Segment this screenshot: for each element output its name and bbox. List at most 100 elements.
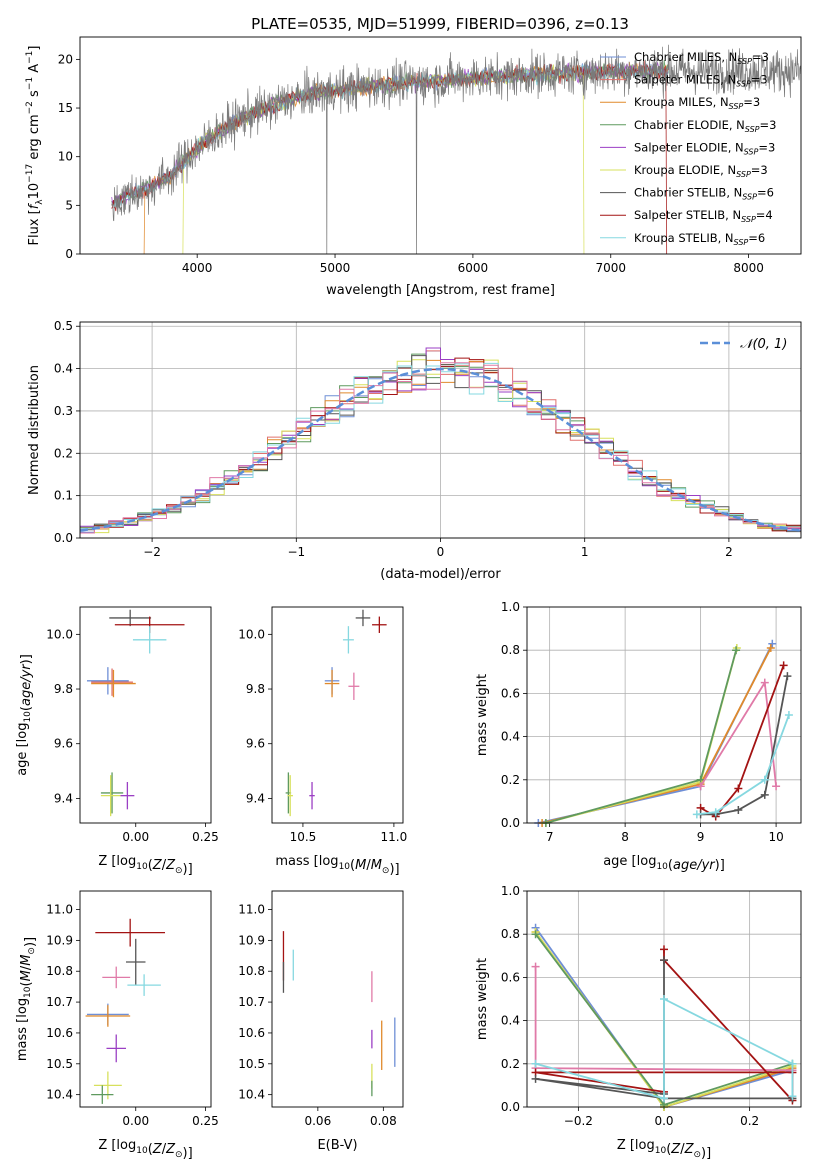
y-tick-label: 0.0 bbox=[54, 531, 73, 545]
legend-label-part: =3 bbox=[743, 95, 760, 109]
weight-marker bbox=[531, 962, 540, 971]
x-tick-label: 4000 bbox=[182, 261, 213, 275]
x-axis-label-part: )] bbox=[183, 862, 193, 877]
y-tick-label: 0.1 bbox=[54, 489, 73, 503]
x-tick-label: −2 bbox=[143, 545, 161, 559]
legend-label-part: =6 bbox=[748, 231, 765, 245]
y-tick-label: 10.0 bbox=[46, 627, 73, 641]
x-tick-label: 0.00 bbox=[122, 830, 149, 844]
weight-marker bbox=[711, 808, 720, 817]
x-axis-label-part: Z bbox=[165, 858, 176, 873]
axis-label-part: )] bbox=[19, 654, 34, 664]
histograms bbox=[80, 347, 801, 536]
legend-label: Chabrier STELIB, NSSP=6 bbox=[634, 186, 774, 202]
axis-label-part: ⊙ bbox=[27, 947, 37, 955]
x-axis-label-part: ( bbox=[148, 1142, 153, 1157]
y-tick-label: 0.8 bbox=[501, 927, 520, 941]
legend-label: Salpeter MILES, NSSP=3 bbox=[634, 73, 768, 89]
y-tick-label: 10.5 bbox=[238, 1057, 265, 1071]
x-axis-label-part: ⊙ bbox=[693, 1150, 701, 1160]
axes-frame bbox=[526, 890, 802, 1108]
weight-marker bbox=[760, 790, 769, 799]
x-axis-label-part: ⊙ bbox=[175, 866, 183, 876]
axes-frame bbox=[271, 606, 404, 824]
x-tick-label: 0.06 bbox=[304, 1114, 331, 1128]
mass_vs_Z-panel: 0.00 0.25 10.4 10.5 10.6 10.7 10.8 10.9 11.0 Z [l… bbox=[15, 890, 219, 1161]
y-tick-label: 0 bbox=[65, 247, 73, 261]
legend-label: Chabrier MILES, NSSP=3 bbox=[634, 50, 769, 66]
y-tick-label: 10.8 bbox=[46, 964, 73, 978]
y-tick-label: 9.6 bbox=[246, 737, 265, 751]
weight-marker bbox=[768, 639, 777, 648]
x-axis-label-part: Z [log bbox=[617, 1138, 655, 1153]
y-axis-label: mass weight bbox=[475, 958, 490, 1040]
axes-frame bbox=[526, 606, 802, 824]
weight-marker bbox=[772, 782, 781, 791]
x-tick-label: 5000 bbox=[320, 261, 351, 275]
weight-marker bbox=[783, 672, 792, 681]
x-tick-label: 0.2 bbox=[740, 1114, 759, 1128]
weight-marker bbox=[766, 644, 775, 653]
axis-label-part: M bbox=[355, 858, 366, 873]
x-tick-label: 10 bbox=[768, 830, 783, 844]
y-tick-label: 10.4 bbox=[46, 1088, 73, 1102]
x-axis-label-part: Z bbox=[670, 1142, 681, 1157]
y-tick-label: 0.2 bbox=[54, 446, 73, 460]
x-axis-label: Z [log10(Z/Z⊙)] bbox=[98, 854, 192, 877]
weight-marker bbox=[760, 678, 769, 687]
x-axis-label-part: 10 bbox=[136, 1146, 148, 1156]
legend-label-part: =3 bbox=[751, 163, 768, 177]
legend-label-sub: SSP bbox=[742, 193, 757, 202]
x-tick-label: 7000 bbox=[595, 261, 626, 275]
y-tick-label: 10.9 bbox=[46, 933, 73, 947]
axis-label-part: 10 bbox=[23, 986, 33, 998]
y-tick-label: 5 bbox=[65, 198, 73, 212]
x-tick-label: 0.00 bbox=[122, 1114, 149, 1128]
x-axis-label: mass [log10(M/M⊙)] bbox=[275, 854, 399, 877]
y-tick-label: 0.4 bbox=[501, 730, 520, 744]
legend-label-part: Chabrier STELIB, N bbox=[634, 186, 742, 200]
legend-label-part: Salpeter STELIB, N bbox=[634, 208, 741, 222]
weight-marker bbox=[692, 810, 701, 819]
y-tick-label: 11.0 bbox=[238, 903, 265, 917]
x-tick-label: 7 bbox=[546, 830, 554, 844]
y-tick-label: 15 bbox=[58, 101, 73, 115]
y-tick-label: 10.9 bbox=[238, 933, 265, 947]
x-tick-label: 8000 bbox=[733, 261, 764, 275]
y-tick-label: 9.8 bbox=[54, 682, 73, 696]
residuals-panel: −2 −1 0 1 2 0.0 0.1 0.2 0.3 0.4 0.5 (data-model)/er… bbox=[27, 319, 802, 582]
x-tick-label: 0.0 bbox=[654, 1114, 673, 1128]
legend-label-part: =3 bbox=[752, 50, 769, 64]
x-axis-label-part: Z bbox=[152, 1142, 163, 1157]
axis-label-part: 10 bbox=[656, 862, 668, 872]
weight-marker bbox=[660, 945, 668, 954]
axis-label-part: mass [log bbox=[15, 998, 30, 1061]
legend-label-part: Kroupa MILES, N bbox=[634, 95, 729, 109]
legend-label: Kroupa STELIB, NSSP=6 bbox=[634, 231, 765, 247]
spectrum-observed bbox=[111, 44, 801, 254]
y-tick-label: 1.0 bbox=[501, 600, 520, 614]
y-tick-label: 10.4 bbox=[238, 1088, 265, 1102]
legend-label: Chabrier ELODIE, NSSP=3 bbox=[634, 118, 776, 134]
axis-label-part: ( bbox=[19, 981, 34, 986]
y-tick-label: 10.7 bbox=[46, 995, 73, 1009]
x-tick-label: 0.25 bbox=[192, 1114, 219, 1128]
x-axis-label: wavelength [Angstrom, rest frame] bbox=[326, 283, 555, 298]
x-axis-label-part: 10 bbox=[655, 1146, 667, 1156]
legend-label-sub: SSP bbox=[737, 57, 752, 66]
y-tick-label: 10.8 bbox=[238, 964, 265, 978]
axis-label-part: ⊙ bbox=[382, 866, 390, 876]
x-tick-label: −1 bbox=[287, 545, 305, 559]
axes-frame bbox=[79, 321, 802, 539]
gaussian-curve bbox=[80, 367, 801, 532]
y-tick-label: 0.3 bbox=[54, 404, 73, 418]
legend-label-part: =3 bbox=[751, 73, 768, 87]
x-axis-label-part: 10 bbox=[136, 862, 148, 872]
weight-series-kroupa_stelib bbox=[696, 714, 790, 816]
y-axis-label: mass [log10(M/M⊙)] bbox=[15, 937, 38, 1061]
y-tick-label: 10.5 bbox=[46, 1057, 73, 1071]
y-tick-label: 10.6 bbox=[46, 1026, 73, 1040]
y-tick-label: 0.2 bbox=[501, 773, 520, 787]
weight-marker bbox=[660, 956, 668, 965]
